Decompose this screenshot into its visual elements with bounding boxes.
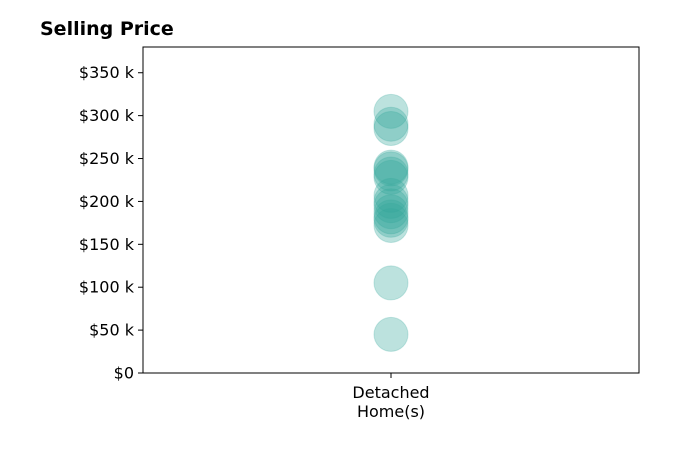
- data-point: [373, 265, 409, 301]
- x-tick-label: Detached Home(s): [352, 383, 429, 421]
- y-tick-label: $100 k: [79, 278, 135, 297]
- data-point: [373, 106, 409, 142]
- y-tick-label: $0: [114, 364, 134, 383]
- data-point: [373, 151, 409, 187]
- y-tick-label: $50 k: [89, 321, 135, 340]
- y-tick-label: $200 k: [79, 192, 135, 211]
- data-point: [373, 199, 409, 235]
- data-point: [373, 149, 409, 185]
- data-point: [373, 202, 409, 238]
- data-point: [373, 159, 409, 195]
- data-point: [373, 316, 409, 352]
- x-axis: Detached Home(s): [352, 373, 430, 421]
- data-point: [373, 194, 409, 230]
- data-point: [373, 93, 409, 129]
- y-tick-label: $350 k: [79, 63, 135, 82]
- data-point: [373, 207, 409, 243]
- chart-title: Selling Price: [40, 18, 174, 40]
- y-axis: $0 $50 k $100 k $150 k $200 k $250 k $300 k $35…: [79, 63, 143, 383]
- data-point: [373, 177, 409, 213]
- y-tick-label: $150 k: [79, 235, 135, 254]
- data-point: [373, 183, 409, 219]
- data-point: [373, 188, 409, 224]
- y-tick-label: $250 k: [79, 149, 135, 168]
- data-points: [373, 93, 409, 352]
- data-point: [373, 111, 409, 146]
- y-tick-label: $300 k: [79, 106, 135, 125]
- data-point: [373, 156, 409, 192]
